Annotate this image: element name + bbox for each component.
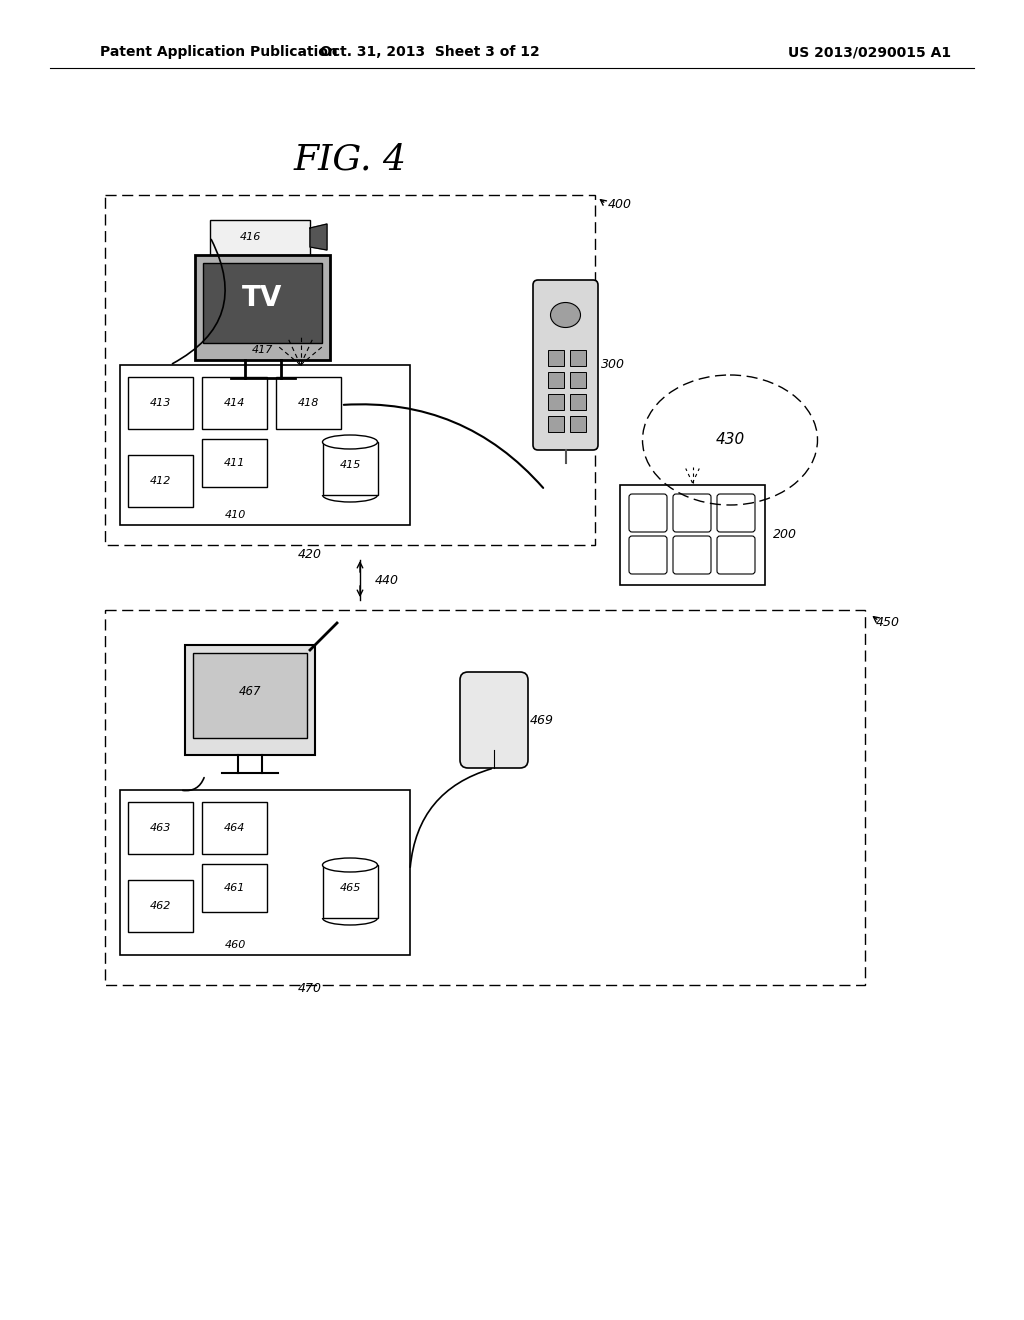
Bar <box>548 372 564 388</box>
Bar <box>105 610 865 985</box>
Text: 461: 461 <box>223 883 245 894</box>
Text: 465: 465 <box>339 883 360 894</box>
Bar <box>323 442 378 495</box>
Text: 430: 430 <box>716 433 744 447</box>
Text: 415: 415 <box>339 459 360 470</box>
Text: 467: 467 <box>239 685 261 698</box>
Bar <box>548 350 564 366</box>
Text: 420: 420 <box>298 549 322 561</box>
Text: US 2013/0290015 A1: US 2013/0290015 A1 <box>788 45 951 59</box>
Text: 463: 463 <box>150 822 171 833</box>
Text: FIG. 4: FIG. 4 <box>294 143 407 177</box>
Ellipse shape <box>323 436 378 449</box>
Text: TV: TV <box>243 284 283 312</box>
Bar <box>195 255 330 360</box>
Bar <box>570 372 586 388</box>
Bar <box>202 378 267 429</box>
Polygon shape <box>310 224 327 249</box>
Text: 470: 470 <box>298 982 322 994</box>
Text: 400: 400 <box>608 198 632 211</box>
FancyArrowPatch shape <box>411 768 492 867</box>
Text: 416: 416 <box>240 232 261 242</box>
Bar <box>128 378 193 429</box>
Bar <box>185 645 315 755</box>
Text: 460: 460 <box>224 940 246 950</box>
Bar <box>570 393 586 411</box>
Bar <box>202 803 267 854</box>
Bar <box>120 366 410 525</box>
Text: 418: 418 <box>298 399 319 408</box>
Text: Patent Application Publication: Patent Application Publication <box>100 45 338 59</box>
Bar <box>276 378 341 429</box>
Text: 411: 411 <box>223 458 245 469</box>
Bar <box>548 393 564 411</box>
Bar <box>128 455 193 507</box>
Bar <box>570 416 586 432</box>
Ellipse shape <box>551 302 581 327</box>
FancyBboxPatch shape <box>460 672 528 768</box>
Text: 300: 300 <box>601 359 625 371</box>
FancyArrowPatch shape <box>182 777 204 791</box>
Bar <box>128 880 193 932</box>
Text: 464: 464 <box>223 822 245 833</box>
Text: 412: 412 <box>150 477 171 486</box>
Bar <box>202 865 267 912</box>
Text: 200: 200 <box>773 528 797 541</box>
Bar <box>128 803 193 854</box>
Bar <box>193 653 307 738</box>
Text: 462: 462 <box>150 902 171 911</box>
Text: 410: 410 <box>224 510 246 520</box>
Text: 417: 417 <box>252 345 273 355</box>
Bar <box>210 220 310 255</box>
Ellipse shape <box>323 858 378 873</box>
Bar <box>570 350 586 366</box>
Bar <box>203 263 322 343</box>
Text: 440: 440 <box>375 573 399 586</box>
Bar <box>202 440 267 487</box>
Text: 414: 414 <box>224 399 245 408</box>
Text: Oct. 31, 2013  Sheet 3 of 12: Oct. 31, 2013 Sheet 3 of 12 <box>321 45 540 59</box>
Bar <box>548 416 564 432</box>
Bar <box>105 195 595 545</box>
Text: 450: 450 <box>876 615 900 628</box>
Text: 413: 413 <box>150 399 171 408</box>
Text: 469: 469 <box>530 714 554 726</box>
FancyArrowPatch shape <box>172 239 225 364</box>
Bar <box>120 789 410 954</box>
FancyArrowPatch shape <box>344 404 543 488</box>
Bar <box>620 484 765 585</box>
FancyBboxPatch shape <box>534 280 598 450</box>
Bar <box>323 865 378 917</box>
